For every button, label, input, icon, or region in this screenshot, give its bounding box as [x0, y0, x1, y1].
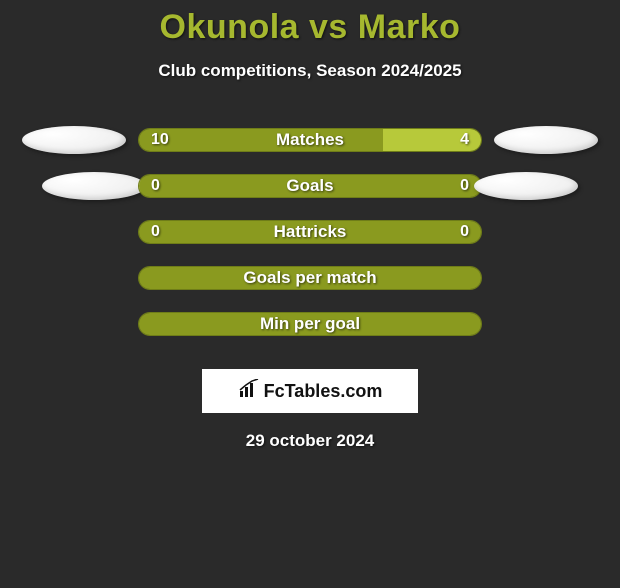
page-title: Okunola vs Marko [0, 8, 620, 47]
bar-segment-left [139, 175, 481, 197]
stat-row: Min per goal [0, 301, 620, 347]
stat-bar: Goals per match [138, 266, 482, 290]
date-text: 29 october 2024 [0, 431, 620, 451]
bar-segment-right [383, 129, 481, 151]
stat-bar: Hattricks00 [138, 220, 482, 244]
stat-bar: Goals00 [138, 174, 482, 198]
stat-row: Matches104 [0, 117, 620, 163]
subtitle: Club competitions, Season 2024/2025 [0, 61, 620, 81]
bar-segment-left [139, 129, 383, 151]
stat-bar: Matches104 [138, 128, 482, 152]
bar-segment-left [139, 221, 481, 243]
stat-row: Hattricks00 [0, 209, 620, 255]
team-oval-right [474, 172, 578, 200]
chart-icon [238, 379, 260, 404]
logo-text: FcTables.com [264, 381, 383, 402]
player1-name: Okunola [160, 8, 300, 46]
stat-row: Goals per match [0, 255, 620, 301]
team-oval-right [494, 126, 598, 154]
bar-segment-left [139, 267, 481, 289]
bar-segment-left [139, 313, 481, 335]
stat-bar: Min per goal [138, 312, 482, 336]
stats-rows: Matches104 Goals00 Hattricks00 Goals per ma… [0, 117, 620, 347]
team-oval-left [42, 172, 146, 200]
player2-name: Marko [358, 8, 461, 46]
team-oval-left [22, 126, 126, 154]
logo-box: FcTables.com [202, 369, 418, 413]
stat-row: Goals00 [0, 163, 620, 209]
vs-text: vs [299, 8, 358, 46]
